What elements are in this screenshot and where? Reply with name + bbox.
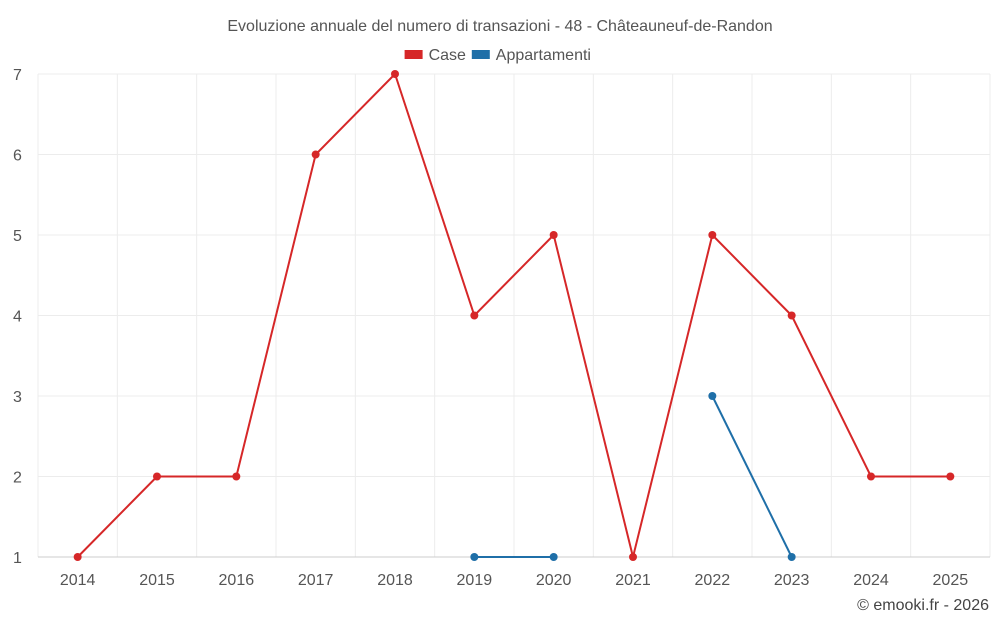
chart-title: Evoluzione annuale del numero di transaz… — [227, 18, 772, 35]
y-tick-label: 7 — [13, 67, 22, 84]
data-point — [73, 553, 82, 561]
legend-swatch — [471, 50, 490, 59]
data-point — [787, 553, 796, 561]
data-point — [946, 472, 955, 481]
data-point — [549, 231, 558, 239]
y-tick-label: 3 — [13, 389, 22, 406]
x-tick-label: 2019 — [457, 572, 493, 589]
data-point — [232, 472, 241, 481]
data-point — [470, 311, 479, 320]
legend-item[interactable]: Case — [404, 47, 466, 64]
data-point — [708, 231, 717, 239]
x-tick-label: 2023 — [774, 572, 810, 589]
series-line — [76, 72, 951, 558]
data-point — [470, 553, 479, 561]
data-point — [153, 472, 161, 481]
legend-swatch — [404, 50, 423, 59]
x-tick-label: 2022 — [695, 572, 731, 589]
series-line — [711, 395, 793, 558]
data-point — [787, 311, 796, 320]
y-tick-label: 4 — [13, 309, 22, 326]
x-tick-label: 2015 — [139, 572, 175, 589]
grid — [37, 73, 991, 558]
data-point — [708, 392, 717, 400]
data-point — [549, 553, 558, 561]
x-tick-label: 2024 — [853, 572, 889, 589]
y-tick-label: 6 — [13, 148, 22, 165]
x-tick-label: 2014 — [60, 572, 96, 589]
credit-text: © emooki.fr - 2026 — [857, 597, 989, 614]
series-appartamenti — [470, 392, 796, 561]
x-tick-label: 2017 — [298, 572, 334, 589]
x-tick-label: 2016 — [219, 572, 255, 589]
series-case — [73, 70, 955, 561]
x-tick-label: 2018 — [377, 572, 413, 589]
series-group — [73, 70, 955, 561]
y-tick-label: 1 — [13, 550, 22, 567]
y-tick-label: 5 — [13, 228, 22, 245]
data-point — [311, 150, 320, 159]
legend-item[interactable]: Appartamenti — [471, 47, 591, 64]
data-point — [629, 553, 637, 561]
x-tick-label: 2021 — [615, 572, 651, 589]
y-tick-label: 2 — [13, 470, 22, 487]
legend-label: Case — [429, 47, 466, 64]
legend-label: Appartamenti — [496, 47, 591, 64]
data-point — [867, 472, 875, 481]
legend: Case Appartamenti — [404, 47, 591, 64]
x-tick-label: 2025 — [933, 572, 969, 589]
data-point — [391, 70, 399, 78]
axes: 1 2 3 4 5 6 7 2014 2015 2016 2017 2018 2019 2020 2021 2… — [13, 67, 990, 589]
x-tick-label: 2020 — [536, 572, 572, 589]
